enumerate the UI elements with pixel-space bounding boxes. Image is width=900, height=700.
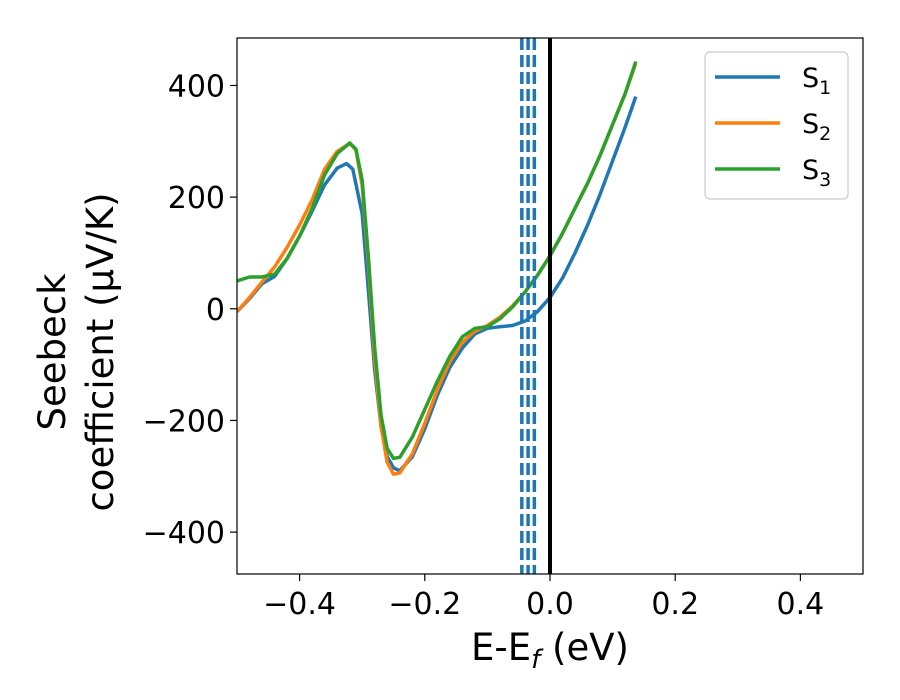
series-line-2 bbox=[237, 62, 638, 476]
series-line-3 bbox=[237, 60, 638, 461]
legend-label-2: S2 bbox=[802, 109, 831, 145]
legend-label-1: S1 bbox=[802, 63, 831, 99]
x-tick-label: −0.4 bbox=[263, 587, 336, 622]
y-axis-label-line1: Seebeck bbox=[31, 273, 74, 431]
y-tick-label: −200 bbox=[143, 404, 225, 439]
x-axis-label-main: E-E bbox=[471, 626, 531, 669]
x-axis-label-unit: (eV) bbox=[540, 626, 629, 669]
y-tick-label: 400 bbox=[168, 69, 225, 104]
x-axis-label: E-Ef (eV) bbox=[471, 626, 629, 675]
y-tick-label: 200 bbox=[168, 181, 225, 216]
y-tick-label: 0 bbox=[206, 293, 225, 328]
x-tick-label: −0.2 bbox=[388, 587, 461, 622]
vertical-lines bbox=[520, 38, 552, 574]
series-line-1 bbox=[237, 96, 638, 473]
x-tick-label: 0.2 bbox=[651, 587, 699, 622]
legend-items: S1 S2 S3 bbox=[715, 63, 831, 191]
legend-label-3: S3 bbox=[802, 155, 831, 191]
x-axis-ticks: −0.4 −0.2 0.0 0.2 0.4 bbox=[263, 574, 824, 622]
x-tick-label: 0.0 bbox=[526, 587, 574, 622]
legend: S1 S2 S3 bbox=[704, 51, 849, 200]
legend-box bbox=[704, 51, 849, 200]
y-axis-ticks: 400 200 0 −200 −400 bbox=[143, 69, 237, 551]
y-tick-label: −400 bbox=[143, 516, 225, 551]
x-tick-label: 0.4 bbox=[777, 587, 825, 622]
series-layer bbox=[237, 60, 638, 476]
y-axis-label-line2: coefficient (μV/K) bbox=[79, 192, 122, 511]
